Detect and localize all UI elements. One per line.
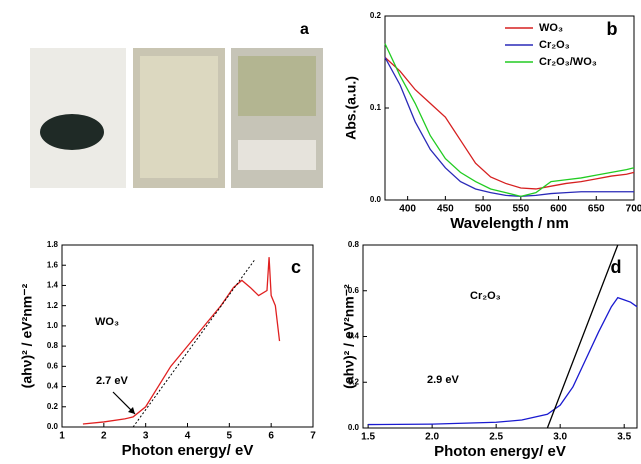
film [140,56,218,178]
plot-frame [61,244,314,428]
annotation: Cr₂O₃ [470,290,501,302]
x-tick-label: 3.5 [617,432,631,443]
x-tick-label: 4 [185,431,191,442]
photos [30,48,323,188]
x-axis-label: Photon energy/ eV [122,442,254,459]
x-tick-label: 5 [227,431,233,442]
x-tick-label: 700 [626,204,641,215]
panel-label: c [291,257,301,277]
x-tick-label: 3 [143,431,149,442]
substrate [238,140,316,170]
y-tick-label: 0.8 [47,341,59,350]
x-tick-label: 1 [59,431,65,442]
y-axis-label: Abs.(a.u.) [343,76,359,140]
data-line [546,244,619,429]
x-tick-label: 600 [550,204,567,215]
data-line [368,296,638,426]
y-tick-label: 0.8 [348,240,360,249]
y-tick-label: 0.0 [370,195,382,204]
x-tick-label: 6 [268,431,274,442]
panel-label: d [611,257,622,277]
x-tick-label: 1.5 [361,432,375,443]
x-tick-label: 2.5 [489,432,503,443]
legend-label: WO₃ [539,22,563,34]
legend-label: Cr₂O₃/WO₃ [539,56,597,68]
data-line [82,257,281,425]
x-tick-label: 550 [512,204,529,215]
y-tick-label: 0.4 [47,382,59,391]
annotation: 2.7 eV [96,375,128,387]
y-tick-label: 0.1 [370,103,382,112]
y-tick-label: 1.0 [47,321,59,330]
y-tick-label: 0.2 [47,402,59,411]
x-axis-label: Photon energy/ eV [434,443,566,460]
x-tick-label: 650 [588,204,605,215]
y-axis-label: (ahν)² / eV²nm⁻² [341,284,357,389]
x-tick-label: 2 [101,431,107,442]
x-tick-label: 7 [310,431,316,442]
y-tick-label: 0.6 [348,286,360,295]
x-tick-label: 400 [399,204,416,215]
y-tick-label: 0.0 [348,423,360,432]
y-tick-label: 0.4 [348,332,360,341]
x-tick-label: 450 [437,204,454,215]
annotation: 2.9 eV [427,374,459,386]
data-line [384,57,634,197]
x-tick-label: 3.0 [553,432,567,443]
legend-label: Cr₂O₃ [539,39,570,51]
panel-label: a [300,21,309,38]
panel-label: b [607,19,618,39]
arrow-head [128,407,135,414]
y-tick-label: 0.0 [47,422,59,431]
y-tick-label: 0.2 [348,377,360,386]
composite-film [238,56,316,116]
y-tick-label: 0.2 [370,11,382,20]
y-tick-label: 1.6 [47,260,59,269]
y-tick-label: 0.6 [47,361,59,370]
data-line [384,43,635,197]
y-tick-label: 1.4 [47,281,59,290]
y-axis-label: (ahν)² / eV²nm⁻² [19,283,35,388]
y-tick-label: 1.8 [47,240,59,249]
data-line [384,56,635,190]
annotation: WO₃ [95,316,119,328]
y-tick-label: 1.2 [47,301,59,310]
plot-frame [384,15,635,201]
powder [40,114,104,150]
x-axis-label: Wavelength / nm [450,215,569,232]
x-tick-label: 500 [475,204,492,215]
x-tick-label: 2.0 [425,432,439,443]
